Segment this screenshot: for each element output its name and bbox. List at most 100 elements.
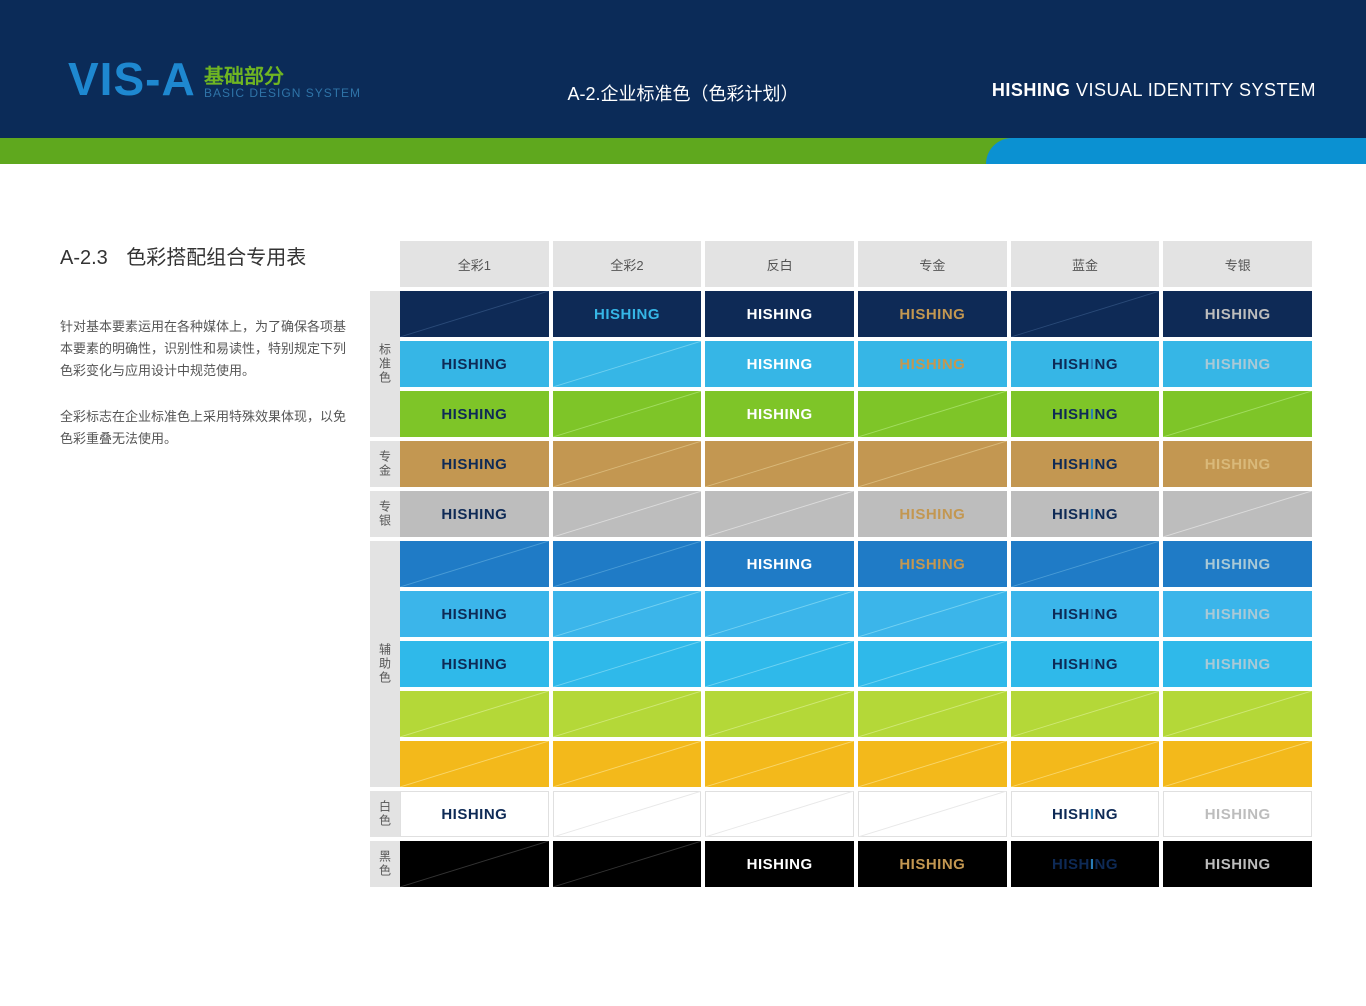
color-cell: [553, 841, 706, 887]
color-cell: HISHING: [858, 291, 1011, 337]
color-cell: [1163, 491, 1312, 537]
row-label: 专金: [370, 441, 400, 487]
color-cell: HISHING: [400, 641, 553, 687]
color-row: HISHINGHISHINGHISHING: [400, 591, 1312, 637]
row-label: 黑色: [370, 841, 400, 887]
section-number: A-2.3: [60, 247, 108, 270]
color-cell: HISHING: [858, 841, 1011, 887]
section-title: 色彩搭配组合专用表: [126, 247, 306, 269]
color-cell: HISHING: [1163, 841, 1312, 887]
color-cell: [1163, 391, 1312, 437]
color-cell: [858, 391, 1011, 437]
color-cell: [1163, 741, 1312, 787]
row-label: 专银: [370, 491, 400, 537]
header: VIS-A 基础部分 BASIC DESIGN SYSTEM A-2.企业标准色…: [0, 0, 1366, 138]
color-cell: HISHING: [1011, 391, 1164, 437]
color-cell: [858, 641, 1011, 687]
column-header: 全彩2: [553, 241, 706, 287]
row-label: 白色: [370, 791, 400, 837]
color-cell: [400, 841, 553, 887]
stripe-blue: [986, 138, 1366, 164]
color-cell: [553, 741, 706, 787]
color-row: HISHINGHISHINGHISHING: [400, 491, 1312, 537]
color-cell: HISHING: [1163, 791, 1312, 837]
row-group: 白色HISHINGHISHINGHISHING: [370, 791, 1312, 837]
side-text: A-2.3 色彩搭配组合专用表 针对基本要素运用在各种媒体上，为了确保各项基本要…: [60, 241, 350, 450]
color-row: HISHINGHISHINGHISHING: [400, 641, 1312, 687]
color-cell: HISHING: [400, 441, 553, 487]
color-cell: [858, 591, 1011, 637]
color-cell: [705, 791, 858, 837]
color-cell: [1163, 691, 1312, 737]
color-cell: HISHING: [1011, 341, 1164, 387]
row-group: 辅助色HISHINGHISHINGHISHINGHISHINGHISHINGHI…: [370, 541, 1312, 787]
color-cell: HISHING: [1163, 341, 1312, 387]
stripe-green: [0, 138, 1020, 164]
color-cell: [705, 691, 858, 737]
color-row: HISHINGHISHINGHISHING: [400, 441, 1312, 487]
color-cell: [553, 541, 706, 587]
color-cell: HISHING: [1163, 591, 1312, 637]
color-cell: HISHING: [553, 291, 706, 337]
color-cell: [553, 391, 706, 437]
color-cell: [1011, 291, 1164, 337]
row-group: 标准色HISHINGHISHINGHISHINGHISHINGHISHINGHI…: [370, 291, 1312, 437]
color-cell: [553, 491, 706, 537]
color-row: HISHINGHISHINGHISHING: [400, 791, 1312, 837]
color-cell: HISHING: [400, 391, 553, 437]
color-cell: HISHING: [1011, 791, 1164, 837]
color-cell: [553, 341, 706, 387]
column-header: 全彩1: [400, 241, 553, 287]
color-cell: [1011, 691, 1164, 737]
color-cell: [553, 591, 706, 637]
color-cell: HISHING: [1163, 641, 1312, 687]
color-cell: HISHING: [705, 541, 858, 587]
color-row: [400, 691, 1312, 737]
color-cell: HISHING: [1163, 441, 1312, 487]
color-grid: 全彩1全彩2反白专金蓝金专银 标准色HISHINGHISHINGHISHINGH…: [370, 241, 1312, 887]
brand-rest: VISUAL IDENTITY SYSTEM: [1070, 80, 1316, 100]
color-cell: [553, 691, 706, 737]
color-cell: [1011, 741, 1164, 787]
color-row: HISHINGHISHINGHISHING: [400, 541, 1312, 587]
row-group: 专金HISHINGHISHINGHISHING: [370, 441, 1312, 487]
color-cell: [705, 491, 858, 537]
color-row: HISHINGHISHINGHISHINGHISHING: [400, 841, 1312, 887]
column-header: 反白: [705, 241, 858, 287]
color-cell: [858, 791, 1011, 837]
color-cell: [1011, 541, 1164, 587]
color-cell: [400, 541, 553, 587]
color-cell: [858, 691, 1011, 737]
row-label: 辅助色: [370, 541, 400, 787]
color-cell: [553, 791, 706, 837]
color-row: HISHING HISHING HISHING: [400, 391, 1312, 437]
color-cell: HISHING: [1011, 441, 1164, 487]
column-header: 蓝金: [1011, 241, 1164, 287]
color-cell: HISHING: [400, 591, 553, 637]
color-cell: HISHING: [1011, 841, 1164, 887]
color-cell: [705, 591, 858, 637]
color-cell: [705, 741, 858, 787]
color-cell: HISHING: [400, 491, 553, 537]
color-cell: [553, 441, 706, 487]
column-header: 专金: [858, 241, 1011, 287]
color-cell: [705, 441, 858, 487]
color-cell: HISHING: [1011, 491, 1164, 537]
color-cell: HISHING: [705, 291, 858, 337]
row-group: 黑色HISHINGHISHINGHISHINGHISHING: [370, 841, 1312, 887]
row-label: 标准色: [370, 291, 400, 437]
brand-bold: HISHING: [992, 80, 1071, 100]
color-cell: [553, 641, 706, 687]
color-cell: HISHING: [705, 391, 858, 437]
side-p2: 全彩标志在企业标准色上采用特殊效果体现，以免色彩重叠无法使用。: [60, 406, 350, 450]
column-header: 专银: [1163, 241, 1312, 287]
color-cell: HISHING: [705, 841, 858, 887]
color-cell: HISHING: [1011, 591, 1164, 637]
color-row: HISHINGHISHINGHISHINGHISHING: [400, 291, 1312, 337]
color-cell: HISHING: [400, 341, 553, 387]
header-brand: HISHING VISUAL IDENTITY SYSTEM: [992, 80, 1316, 101]
color-cell: HISHING: [705, 341, 858, 387]
color-cell: [705, 641, 858, 687]
color-cell: HISHING: [858, 341, 1011, 387]
color-cell: [858, 741, 1011, 787]
